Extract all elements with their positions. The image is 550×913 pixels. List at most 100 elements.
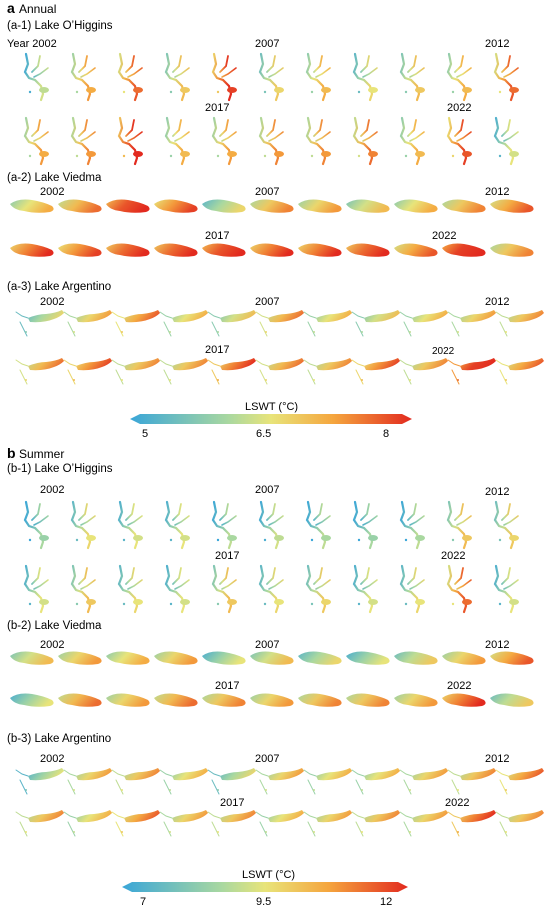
lake-map-cell [399, 52, 425, 102]
lake-map-cell [15, 358, 64, 385]
lake-map-cell [399, 358, 448, 385]
lake-map-cell [70, 52, 96, 102]
lake-map-cell [351, 810, 400, 837]
lake-map-cell [447, 810, 496, 837]
lake-map-cell [305, 564, 331, 614]
lake-map-cell [23, 116, 49, 166]
lake-map-cell [352, 564, 378, 614]
lake-map-cell [394, 651, 438, 665]
lake-map-cell [154, 651, 198, 665]
year-b1-2017: 2017 [215, 550, 240, 562]
year-a1-2022: 2022 [447, 102, 472, 114]
lake-map-cell [164, 564, 190, 614]
lake-map-cell [159, 810, 208, 837]
lake-map-cell [495, 810, 544, 837]
year-a1-2007: 2007 [255, 38, 280, 50]
colorbar-b-bar [122, 882, 408, 892]
colorbar-a [130, 414, 412, 424]
lake-map-cell [490, 243, 534, 257]
lake-map-cell [493, 564, 519, 614]
lake-map-cell [442, 693, 486, 707]
lake-map-cell [490, 651, 534, 665]
colorbar-a-tick-mid: 6.5 [256, 428, 272, 440]
lake-map-cell [258, 52, 284, 102]
lake-map-cell [351, 310, 400, 337]
lake-map-cell [154, 199, 198, 213]
lake-map-cell [394, 243, 438, 257]
lake-map-cell [63, 310, 112, 337]
lake-map-cell [58, 693, 102, 707]
year-a1-2017: 2017 [205, 102, 230, 114]
lake-map-cell [352, 52, 378, 102]
year-b2-2012: 2012 [485, 639, 510, 651]
colorbar-a-tick-min: 5 [142, 428, 149, 440]
year-a3-2017: 2017 [205, 344, 230, 356]
lake-map-cell [211, 52, 237, 102]
panel-a-letter: a [7, 0, 15, 16]
lake-map-cell [493, 500, 519, 550]
year-a2-2017: 2017 [205, 230, 230, 242]
lake-map-cell [58, 651, 102, 665]
lake-map-cell [106, 199, 150, 213]
lake-map-cell [202, 651, 246, 665]
lake-map-cell [211, 564, 237, 614]
lake-map-cell [207, 310, 256, 337]
year-a1-2002: Year 2002 [7, 38, 57, 50]
lake-map-cell [351, 358, 400, 385]
lake-row-1 [23, 52, 519, 166]
lake-map-cell [446, 564, 472, 614]
lake-map-cell [298, 243, 342, 257]
lake-map-cell [202, 199, 246, 213]
year-b3-2017: 2017 [220, 797, 245, 809]
panel-b-letter: b [7, 445, 16, 461]
lake-map-cell [250, 243, 294, 257]
year-a2-2007: 2007 [255, 186, 280, 198]
year-b3-2007: 2007 [255, 753, 280, 765]
lake-map-cell [346, 243, 390, 257]
lake-map-cell [303, 768, 352, 795]
lake-map-cell [10, 243, 54, 257]
year-a2-2022: 2022 [432, 230, 457, 242]
lake-map-cell [298, 693, 342, 707]
lake-map-cell [117, 564, 143, 614]
colorbar-a-label: LSWT (°C) [245, 401, 299, 413]
lake-map-cell [23, 500, 49, 550]
colorbar-a-bar [130, 414, 412, 424]
lake-map-cell [303, 358, 352, 385]
lake-map-cell [250, 651, 294, 665]
lake-map-cell [10, 651, 54, 665]
lake-map-cell [250, 693, 294, 707]
lake-map-cell [258, 116, 284, 166]
lake-map-cell [207, 768, 256, 795]
lake-map-cell [255, 810, 304, 837]
lake-map-cell [442, 651, 486, 665]
year-a3-2002: 2002 [40, 296, 65, 308]
lake-map-cell [58, 243, 102, 257]
year-b1-2002: 2002 [40, 484, 65, 496]
year-b3-2002: 2002 [40, 753, 65, 765]
lake-a1-title: (a-1) Lake O’Higgins [7, 20, 113, 32]
lake-map-cell [207, 810, 256, 837]
lake-map-cell [159, 310, 208, 337]
panel-a-title: Annual [19, 2, 57, 16]
year-a2-2002: 2002 [40, 186, 65, 198]
lake-map-cell [490, 199, 534, 213]
lake-map-cell [70, 500, 96, 550]
lake-b1-title: (b-1) Lake O’Higgins [7, 463, 113, 475]
lake-map-cell [15, 810, 64, 837]
colorbar-a-tick-max: 8 [383, 428, 390, 440]
lake-map-cell [250, 199, 294, 213]
lake-map-cell [202, 693, 246, 707]
lake-map-cell [305, 116, 331, 166]
lake-map-cell [346, 693, 390, 707]
lake-map-cell [111, 768, 160, 795]
lake-map-cell [446, 500, 472, 550]
lake-a3-title: (a-3) Lake Argentino [7, 281, 112, 293]
lake-map-cell [154, 693, 198, 707]
lake-map-cell [446, 116, 472, 166]
lake-map-cell [346, 651, 390, 665]
lake-map-cell [117, 52, 143, 102]
lake-map-cell [305, 500, 331, 550]
lake-map-cell [258, 500, 284, 550]
lake-map-cell [399, 500, 425, 550]
